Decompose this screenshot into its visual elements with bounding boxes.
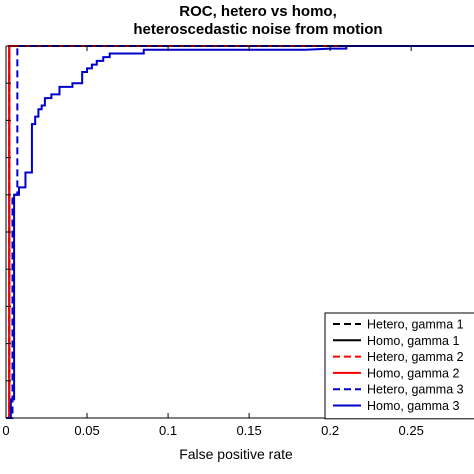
- x-tick-label-4: 0.15: [236, 423, 261, 438]
- legend-label-3: Hetero, gamma 2: [367, 350, 464, 364]
- legend-label-6: Homo, gamma 3: [367, 399, 459, 413]
- x-axis-label: False positive rate: [179, 446, 293, 462]
- x-tick-label-3: 0.1: [159, 423, 177, 438]
- chart-title-line-1: ROC, hetero vs homo,: [179, 3, 337, 20]
- legend: Hetero, gamma 1 Homo, gamma 1 Hetero, gamm…: [324, 312, 474, 420]
- legend-label-1: Hetero, gamma 1: [367, 318, 464, 332]
- series-line-6: [6, 45, 474, 419]
- x-tick-label-5: 0.2: [321, 423, 339, 438]
- chart-title-line-2: heteroscedastic noise from motion: [133, 21, 382, 38]
- legend-label-4: Homo, gamma 2: [367, 366, 459, 380]
- x-tick-label-2: 0.05: [74, 423, 99, 438]
- x-tick-label-1: 0: [2, 423, 9, 438]
- x-tick-label-6: 0.25: [399, 423, 424, 438]
- legend-box: [324, 312, 474, 420]
- legend-label-2: Homo, gamma 1: [367, 334, 459, 348]
- legend-label-5: Hetero, gamma 3: [367, 383, 464, 397]
- x-axis-ticks: 0 0.05 0.1 0.15 0.2 0.25: [2, 46, 424, 438]
